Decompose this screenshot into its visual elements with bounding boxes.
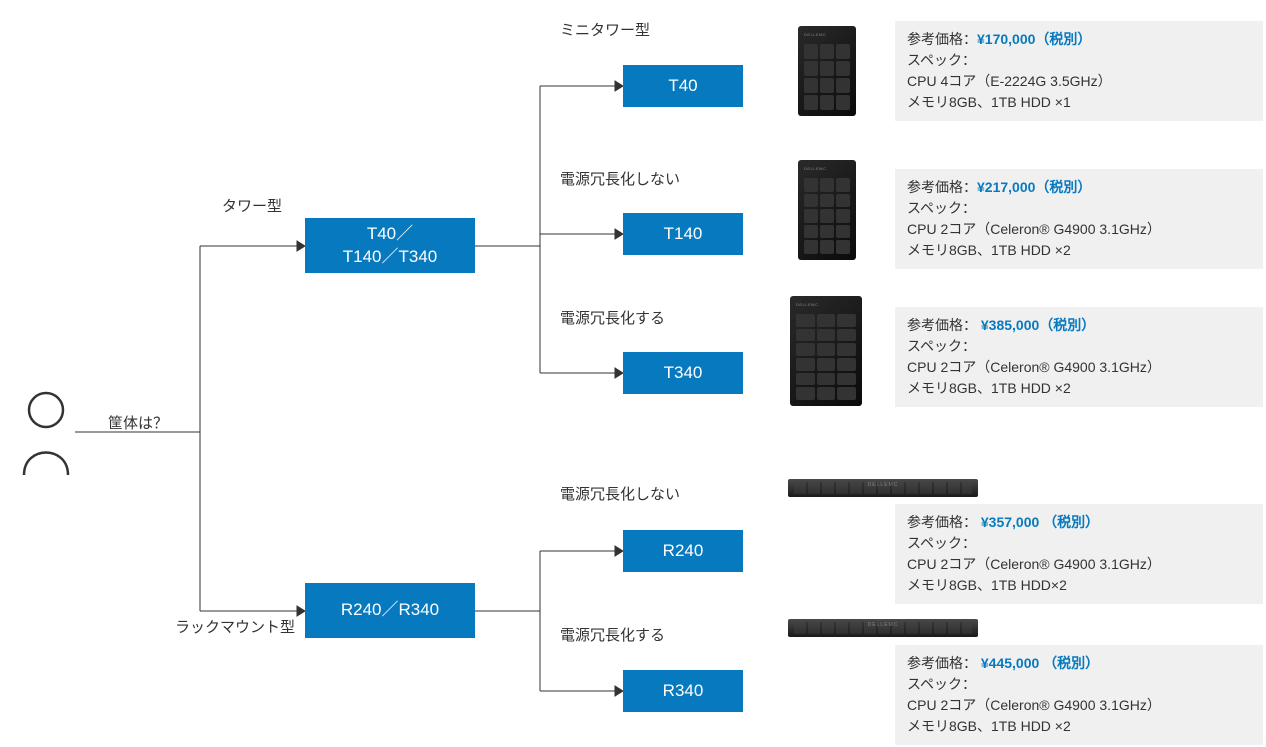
server-image-t140 xyxy=(798,160,856,260)
price-prefix: 参考価格： xyxy=(907,514,977,530)
price-t340: ¥385,000（税別） xyxy=(977,317,1095,333)
memory-r340: メモリ8GB、1TB HDD ×2 xyxy=(907,716,1251,737)
server-selection-diagram: 筐体は？ タワー型 T40／ T140／T340 ラックマウント型 R240／R… xyxy=(0,0,1266,747)
price-r240: ¥357,000 （税別） xyxy=(977,514,1099,530)
price-prefix: 参考価格： xyxy=(907,179,977,195)
spec-prefix: スペック： xyxy=(907,674,1251,695)
branch-label-r240: 電源冗長化しない xyxy=(560,483,680,504)
spec-box-t40: 参考価格：¥170,000（税別） スペック： CPU 4コア（E-2224G … xyxy=(895,21,1263,121)
spec-prefix: スペック： xyxy=(907,198,1251,219)
cpu-t140: CPU 2コア（Celeron® G4900 3.1GHz） xyxy=(907,219,1251,240)
spec-box-r340: 参考価格： ¥445,000 （税別） スペック： CPU 2コア（Celero… xyxy=(895,645,1263,745)
memory-t340: メモリ8GB、1TB HDD ×2 xyxy=(907,378,1251,399)
tower-group-box: T40／ T140／T340 xyxy=(305,218,475,273)
price-t40: ¥170,000（税別） xyxy=(977,31,1091,47)
branch-label-r340: 電源冗長化する xyxy=(560,624,665,645)
spec-box-t340: 参考価格： ¥385,000（税別） スペック： CPU 2コア（Celeron… xyxy=(895,307,1263,407)
spec-box-t140: 参考価格：¥217,000（税別） スペック： CPU 2コア（Celeron®… xyxy=(895,169,1263,269)
spec-prefix: スペック： xyxy=(907,533,1251,554)
tower-branch-label: タワー型 xyxy=(222,195,282,216)
model-box-t140: T140 xyxy=(623,213,743,255)
rack-branch-label: ラックマウント型 xyxy=(175,616,295,637)
price-t140: ¥217,000（税別） xyxy=(977,179,1091,195)
root-question-label: 筐体は？ xyxy=(108,412,168,433)
branch-label-t40: ミニタワー型 xyxy=(560,19,650,40)
rack-group-box: R240／R340 xyxy=(305,583,475,638)
price-prefix: 参考価格： xyxy=(907,317,977,333)
spec-prefix: スペック： xyxy=(907,336,1251,357)
price-prefix: 参考価格： xyxy=(907,31,977,47)
branch-label-t340: 電源冗長化する xyxy=(560,307,665,328)
model-box-r240: R240 xyxy=(623,530,743,572)
model-box-t40: T40 xyxy=(623,65,743,107)
model-box-t340: T340 xyxy=(623,352,743,394)
cpu-r240: CPU 2コア（Celeron® G4900 3.1GHz） xyxy=(907,554,1251,575)
branch-label-t140: 電源冗長化しない xyxy=(560,168,680,189)
server-image-t340 xyxy=(790,296,862,406)
spec-prefix: スペック： xyxy=(907,50,1251,71)
model-box-r340: R340 xyxy=(623,670,743,712)
memory-r240: メモリ8GB、1TB HDD×2 xyxy=(907,575,1251,596)
price-prefix: 参考価格： xyxy=(907,655,977,671)
cpu-t40: CPU 4コア（E-2224G 3.5GHz） xyxy=(907,71,1251,92)
memory-t140: メモリ8GB、1TB HDD ×2 xyxy=(907,240,1251,261)
cpu-t340: CPU 2コア（Celeron® G4900 3.1GHz） xyxy=(907,357,1251,378)
user-icon xyxy=(18,390,74,480)
spec-box-r240: 参考価格： ¥357,000 （税別） スペック： CPU 2コア（Celero… xyxy=(895,504,1263,604)
price-r340: ¥445,000 （税別） xyxy=(977,655,1099,671)
server-image-r240 xyxy=(788,479,978,497)
memory-t40: メモリ8GB、1TB HDD ×1 xyxy=(907,92,1251,113)
server-image-t40 xyxy=(798,26,856,116)
cpu-r340: CPU 2コア（Celeron® G4900 3.1GHz） xyxy=(907,695,1251,716)
server-image-r340 xyxy=(788,619,978,637)
